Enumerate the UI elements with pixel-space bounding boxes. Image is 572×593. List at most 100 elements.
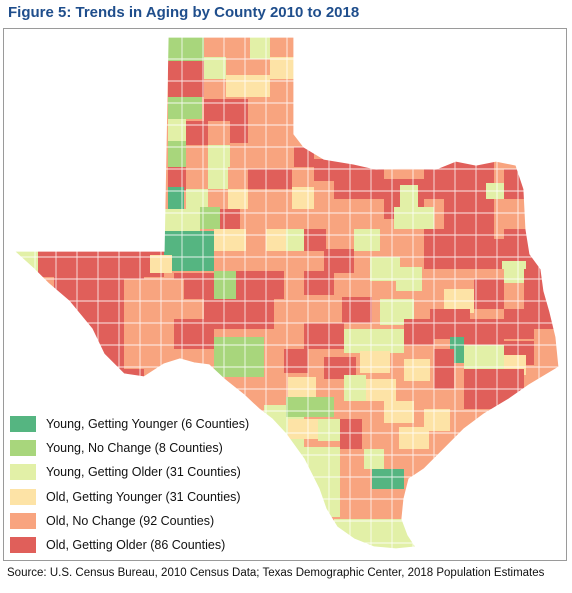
legend-swatch bbox=[10, 464, 36, 481]
county-region bbox=[208, 145, 230, 167]
legend-item-young-getting-older: Young, Getting Older (31 Counties) bbox=[10, 460, 272, 484]
county-region bbox=[304, 229, 326, 251]
county-region bbox=[164, 231, 214, 271]
legend-item-old-no-change: Old, No Change (92 Counties) bbox=[10, 509, 272, 533]
texas-county-map bbox=[12, 36, 560, 550]
county-region bbox=[318, 419, 342, 441]
county-region bbox=[384, 401, 414, 423]
county-region bbox=[204, 99, 248, 121]
county-region bbox=[404, 359, 430, 381]
legend-label: Young, Getting Younger (6 Counties) bbox=[46, 417, 250, 432]
map-frame: Young, Getting Younger (6 Counties) Youn… bbox=[3, 28, 567, 561]
county-region bbox=[208, 167, 228, 189]
county-region bbox=[366, 379, 396, 401]
county-region bbox=[226, 75, 270, 97]
legend-item-young-no-change: Young, No Change (8 Counties) bbox=[10, 436, 272, 460]
county-region bbox=[314, 159, 336, 181]
county-region bbox=[400, 185, 418, 207]
county-region bbox=[414, 385, 440, 407]
county-region bbox=[214, 337, 264, 377]
county-region bbox=[286, 397, 310, 417]
county-region bbox=[494, 199, 534, 229]
county-region bbox=[360, 351, 390, 373]
county-region bbox=[168, 167, 186, 191]
legend-swatch bbox=[10, 537, 36, 554]
county-region bbox=[344, 375, 366, 401]
county-region bbox=[14, 251, 164, 277]
county-region bbox=[284, 349, 308, 373]
county-region bbox=[230, 121, 248, 143]
county-region bbox=[286, 229, 304, 251]
county-region bbox=[340, 419, 362, 449]
legend-label: Old, Getting Older (86 Counties) bbox=[46, 538, 226, 553]
county-region bbox=[268, 169, 292, 189]
county-region bbox=[200, 207, 220, 229]
legend-label: Old, No Change (92 Counties) bbox=[46, 513, 215, 528]
county-region bbox=[220, 209, 240, 231]
county-region bbox=[430, 309, 470, 339]
county-region bbox=[186, 121, 208, 145]
legend-label: Young, No Change (8 Counties) bbox=[46, 441, 223, 456]
legend-swatch bbox=[10, 440, 36, 457]
county-region bbox=[344, 489, 374, 519]
county-region bbox=[168, 119, 186, 141]
county-region bbox=[310, 397, 334, 417]
county-region bbox=[354, 229, 380, 251]
legend-label: Old, Getting Younger (31 Counties) bbox=[46, 489, 241, 504]
county-region bbox=[190, 349, 214, 373]
county-region bbox=[236, 271, 284, 299]
county-region bbox=[372, 469, 404, 489]
county-region bbox=[399, 427, 429, 449]
county-region bbox=[214, 229, 246, 251]
county-region bbox=[266, 229, 286, 251]
county-region bbox=[124, 319, 174, 369]
county-region bbox=[464, 345, 504, 369]
county-region bbox=[250, 37, 270, 59]
county-region bbox=[374, 329, 404, 353]
county-region bbox=[168, 97, 202, 119]
county-region bbox=[344, 329, 374, 353]
county-region bbox=[434, 349, 454, 389]
county-region bbox=[204, 299, 274, 329]
county-region bbox=[464, 239, 504, 269]
county-region bbox=[304, 271, 334, 295]
county-region bbox=[204, 57, 226, 79]
legend-item-old-getting-older: Old, Getting Older (86 Counties) bbox=[10, 533, 272, 557]
legend-swatch bbox=[10, 512, 36, 529]
county-region bbox=[394, 207, 434, 229]
legend-item-old-getting-younger: Old, Getting Younger (31 Counties) bbox=[10, 485, 272, 509]
county-region bbox=[324, 249, 354, 273]
county-region bbox=[504, 309, 534, 339]
county-region bbox=[324, 357, 356, 379]
source-note: Source: U.S. Census Bureau, 2010 Census … bbox=[7, 567, 545, 579]
county-region bbox=[424, 229, 464, 269]
county-region bbox=[248, 169, 268, 189]
county-region bbox=[168, 141, 186, 167]
county-region bbox=[474, 279, 504, 309]
legend-swatch bbox=[10, 416, 36, 433]
legend-label: Young, Getting Older (31 Counties) bbox=[46, 465, 241, 480]
county-region bbox=[168, 187, 184, 209]
county-region bbox=[464, 319, 504, 349]
county-region bbox=[186, 189, 208, 209]
county-region bbox=[168, 37, 204, 61]
legend-swatch bbox=[10, 488, 36, 505]
county-region bbox=[424, 159, 494, 199]
county-region bbox=[370, 257, 400, 281]
county-region bbox=[270, 57, 294, 79]
county-region bbox=[502, 261, 526, 283]
county-region bbox=[124, 279, 184, 319]
county-region bbox=[294, 147, 314, 167]
county-region bbox=[214, 271, 236, 299]
county-region bbox=[424, 409, 450, 431]
county-region bbox=[168, 61, 204, 97]
county-region bbox=[288, 419, 318, 439]
county-region bbox=[292, 187, 314, 209]
state-outline bbox=[12, 36, 560, 550]
figure-title: Figure 5: Trends in Aging by County 2010… bbox=[8, 4, 360, 21]
map-legend: Young, Getting Younger (6 Counties) Youn… bbox=[10, 412, 272, 557]
county-region bbox=[228, 189, 248, 209]
legend-item-young-getting-younger: Young, Getting Younger (6 Counties) bbox=[10, 412, 272, 436]
county-region bbox=[300, 447, 340, 517]
county-region bbox=[364, 449, 384, 469]
